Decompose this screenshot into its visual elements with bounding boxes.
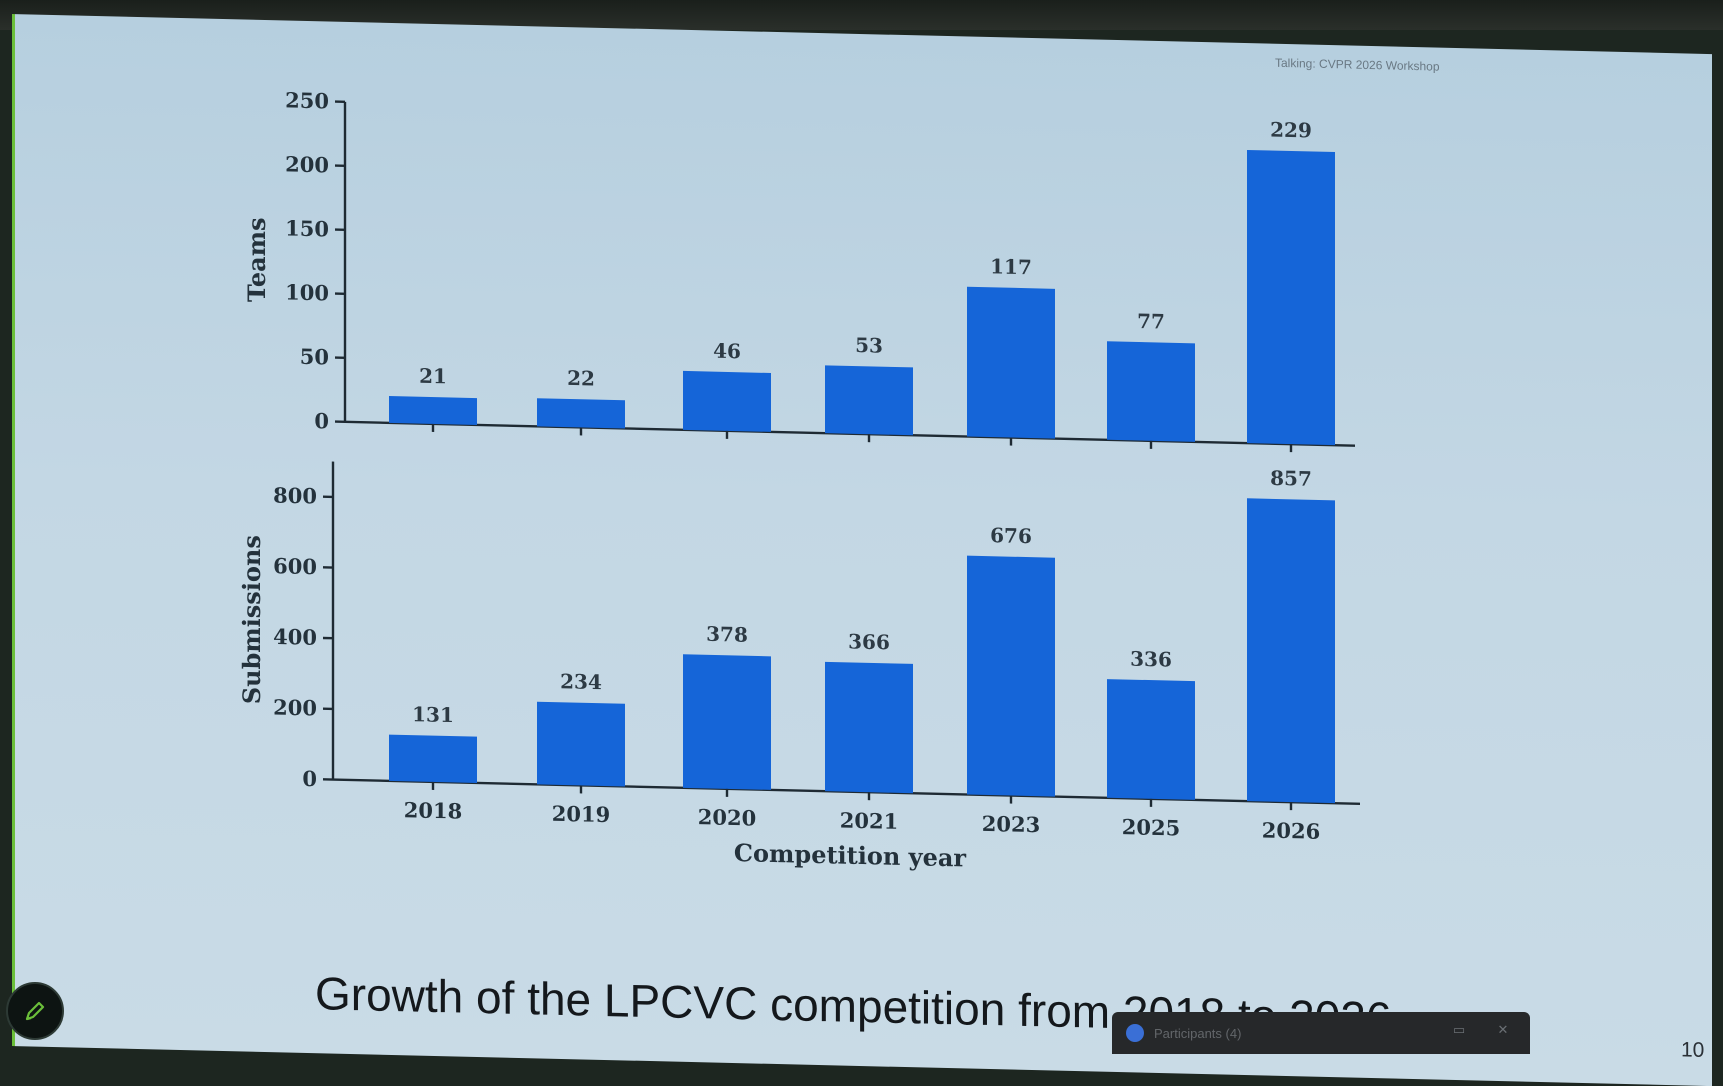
bar-2025 (1107, 341, 1195, 442)
x-tick-label: 2018 (404, 797, 462, 823)
bar-value-label: 53 (855, 333, 883, 358)
submissions-chart: 0 200 400 600 800 Submissions 131 2018 234 2019 37… (237, 441, 1360, 881)
y-tick-label: 200 (285, 151, 329, 177)
bar-value-label: 857 (1270, 466, 1312, 491)
bar-value-label: 22 (567, 366, 595, 391)
y-tick-label: 50 (300, 344, 329, 370)
slide-page-number: 10 (1681, 1038, 1704, 1063)
y-tick-label: 200 (273, 694, 317, 720)
bar-2018 (389, 396, 477, 425)
bar-2026 (1247, 150, 1335, 445)
bar-value-label: 336 (1130, 647, 1172, 672)
competition-growth-charts: 0 50 100 150 200 250 Teams 21 22 46 53 117 77 229 0 200… (15, 14, 1715, 1086)
participants-toolbar[interactable]: Participants (4) ▭ ✕ (1112, 1012, 1530, 1054)
close-icon[interactable]: ✕ (1496, 1024, 1510, 1038)
y-tick-label: 0 (302, 766, 317, 791)
bar-2021 (825, 662, 913, 793)
bar-2025 (1107, 679, 1195, 800)
bar-value-label: 46 (713, 339, 741, 364)
annotate-pen-button[interactable] (6, 982, 64, 1040)
bar-2020 (683, 371, 771, 432)
y-tick-label: 150 (285, 215, 329, 241)
x-tick-label: 2023 (982, 811, 1040, 837)
bar-value-label: 229 (1270, 118, 1312, 143)
participants-label: Participants (4) (1154, 1026, 1241, 1041)
bar-value-label: 77 (1137, 309, 1165, 334)
bar-2018 (389, 735, 477, 783)
participants-icon (1126, 1024, 1144, 1042)
bar-value-label: 21 (419, 364, 447, 389)
x-axis-title: Competition year (734, 838, 967, 872)
bar-value-label: 676 (990, 523, 1032, 548)
bar-2019 (537, 398, 625, 428)
y-axis-title: Teams (242, 217, 271, 303)
y-tick-label: 100 (285, 279, 329, 305)
bar-2026 (1247, 498, 1335, 803)
x-tick-label: 2025 (1122, 814, 1180, 840)
bar-2023 (967, 556, 1055, 797)
minimize-icon[interactable]: ▭ (1452, 1024, 1466, 1038)
bar-value-label: 117 (990, 254, 1032, 279)
y-axis-title: Submissions (237, 535, 266, 705)
y-tick-label: 800 (273, 482, 317, 508)
y-tick-label: 250 (285, 87, 329, 113)
bar-value-label: 234 (560, 669, 602, 694)
x-tick-label: 2019 (552, 801, 610, 827)
bar-value-label: 378 (706, 622, 748, 647)
x-tick-label: 2021 (840, 808, 898, 834)
teams-chart: 0 50 100 150 200 250 Teams 21 22 46 53 117 77 229 (242, 86, 1355, 457)
bar-2021 (825, 365, 913, 435)
x-tick-label: 2020 (698, 804, 756, 830)
y-tick-label: 0 (314, 408, 329, 433)
bar-2023 (967, 287, 1055, 439)
x-tick-label: 2026 (1262, 817, 1320, 843)
bar-2019 (537, 702, 625, 787)
bar-value-label: 366 (848, 629, 890, 654)
y-tick-label: 600 (273, 553, 317, 579)
bar-value-label: 131 (412, 702, 454, 727)
pen-icon (22, 998, 48, 1024)
y-tick-label: 400 (273, 624, 317, 650)
bar-2020 (683, 654, 771, 790)
